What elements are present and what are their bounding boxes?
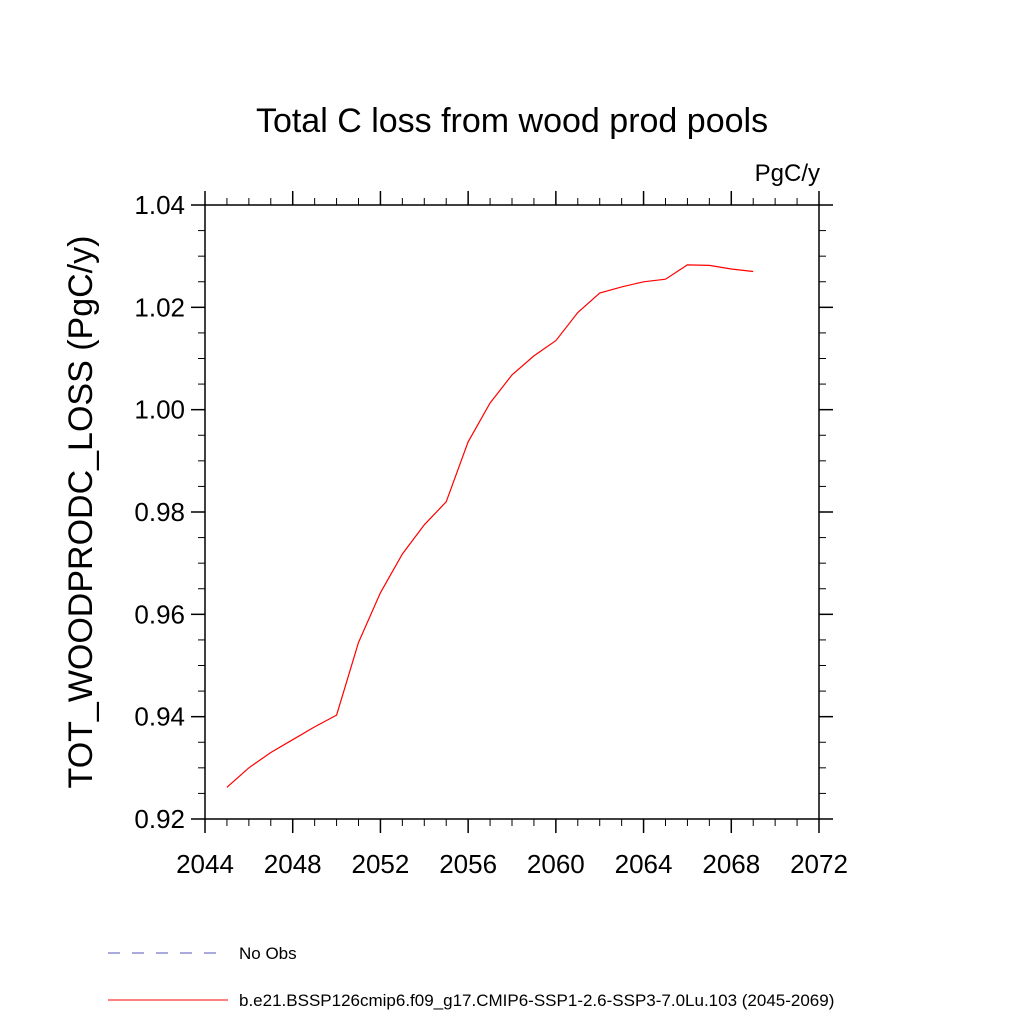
x-tick-label: 2052 xyxy=(352,849,410,879)
legend-label-model-run: b.e21.BSSP126cmip6.f09_g17.CMIP6-SSP1-2.… xyxy=(239,991,834,1010)
y-tick-label: 1.00 xyxy=(134,395,185,425)
y-tick-label: 0.96 xyxy=(134,599,185,629)
legend: No Obs b.e21.BSSP126cmip6.f09_g17.CMIP6-… xyxy=(108,944,834,1010)
x-tick-label: 2048 xyxy=(264,849,322,879)
series-line-0 xyxy=(226,264,754,788)
legend-label-no-obs: No Obs xyxy=(239,944,297,963)
y-tick-label: 0.94 xyxy=(134,702,185,732)
x-tick-label: 2068 xyxy=(702,849,760,879)
y-tick-label: 0.92 xyxy=(134,804,185,834)
x-tick-label: 2064 xyxy=(615,849,673,879)
x-tick-label: 2072 xyxy=(790,849,848,879)
plot-frame xyxy=(204,204,820,820)
x-tick-label: 2060 xyxy=(527,849,585,879)
axis-ticks xyxy=(191,191,833,833)
y-tick-label: 1.04 xyxy=(134,190,185,220)
series-layer xyxy=(226,264,754,788)
y-axis-label: TOT_WOODPRODC_LOSS (PgC/y) xyxy=(62,236,100,789)
y-tick-label: 1.02 xyxy=(134,292,185,322)
units-label: PgC/y xyxy=(755,160,820,187)
x-tick-label: 2056 xyxy=(439,849,497,879)
x-tick-label: 2044 xyxy=(176,849,234,879)
chart-title: Total C loss from wood prod pools xyxy=(256,102,768,140)
y-tick-label: 0.98 xyxy=(134,497,185,527)
tick-labels: 2044 2048 2052 2056 2060 2064 2068 2072 0.92 0.94… xyxy=(134,190,848,879)
